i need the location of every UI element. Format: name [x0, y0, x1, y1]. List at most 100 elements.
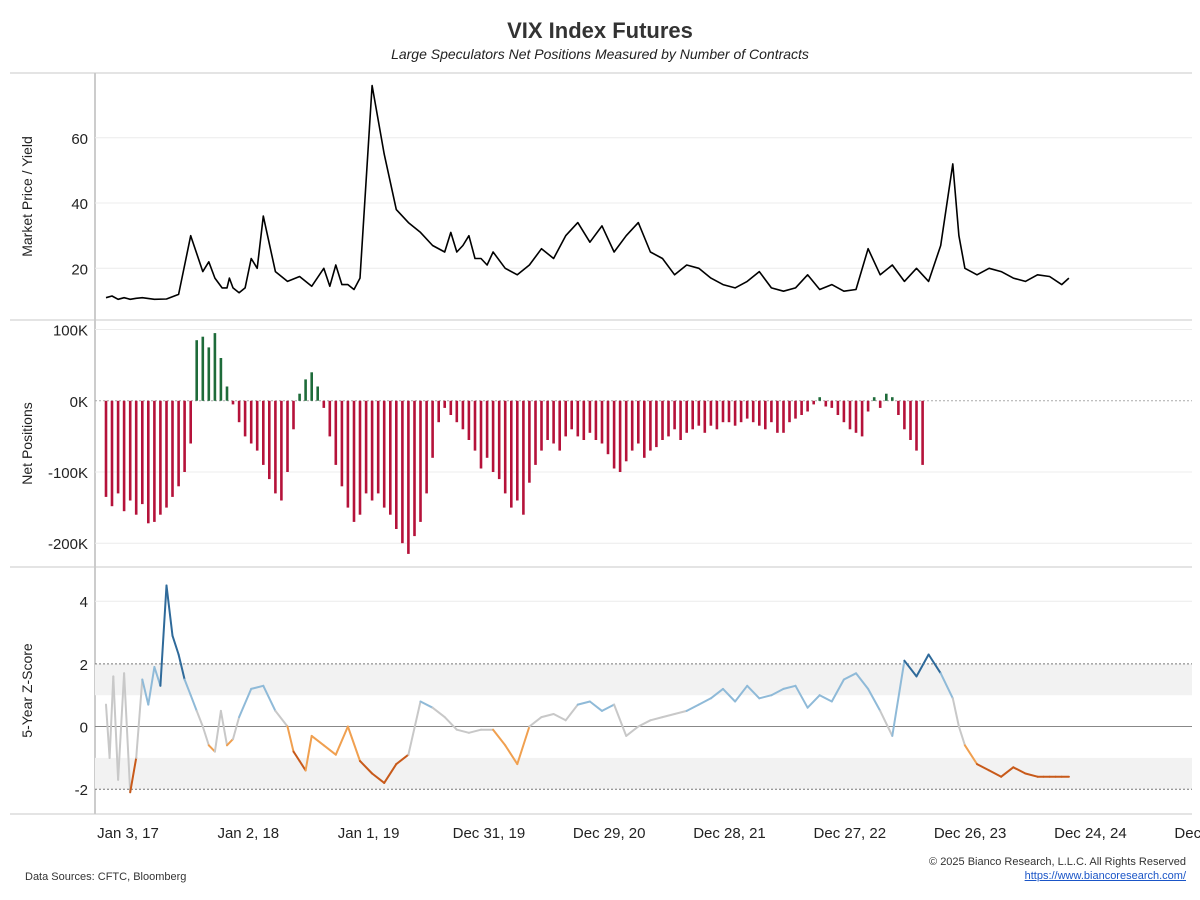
zscore-segment	[697, 697, 712, 706]
net-position-bar	[358, 400, 362, 515]
zscore-segment	[818, 694, 833, 703]
price-series-line	[105, 84, 1070, 301]
zscore-band-1	[95, 757, 1192, 790]
zscore-segment	[177, 653, 186, 681]
zscore-segment	[171, 634, 180, 656]
zscore-segment	[830, 678, 845, 703]
zscore-segment	[359, 760, 374, 775]
net-position-bar	[395, 400, 398, 529]
net-position-bar	[322, 400, 326, 408]
zscore-segment	[685, 703, 700, 712]
net-position-bar	[558, 400, 561, 451]
zscore-segment	[334, 725, 349, 756]
zscore-segment	[250, 684, 265, 690]
net-position-bar	[860, 400, 864, 437]
net-position-bar	[346, 400, 350, 508]
zscore-segment	[201, 725, 210, 747]
net-position-bar	[727, 400, 731, 423]
net-position-bar	[782, 400, 785, 433]
zscore-segment	[346, 725, 361, 762]
zscore-segment	[770, 687, 785, 697]
zscore-segment	[455, 728, 470, 734]
net-position-bar	[147, 400, 150, 524]
net-position-bar	[370, 400, 374, 501]
net-position-bar	[812, 400, 815, 405]
zscore-segment	[407, 700, 422, 756]
net-position-bar	[878, 400, 882, 408]
net-position-bar	[764, 400, 767, 430]
zscore-segment	[135, 678, 144, 759]
net-position-bar	[667, 400, 670, 437]
net-position-bar	[582, 400, 586, 440]
net-position-bar	[473, 400, 477, 451]
net-position-bar	[449, 400, 453, 415]
panel-2-ylabel: 5-Year Z-Score	[19, 643, 35, 738]
zscore-segment	[976, 763, 991, 772]
net-position-bar	[830, 400, 834, 408]
zscore-segment	[147, 666, 156, 706]
net-position-bar	[848, 400, 852, 430]
net-position-bar	[510, 400, 513, 508]
net-position-bar	[564, 400, 567, 437]
net-position-bar	[552, 400, 555, 444]
zscore-segment	[601, 703, 616, 712]
chart-title: VIX Index Futures	[507, 18, 693, 43]
net-position-bar	[189, 400, 192, 444]
net-position-bar	[201, 336, 205, 401]
net-position-bar	[352, 400, 356, 522]
net-position-bar	[673, 400, 676, 430]
net-position-bar	[183, 400, 186, 472]
net-position-bar	[134, 400, 138, 515]
net-position-bar	[177, 400, 180, 487]
website-link[interactable]: https://www.biancoresearch.com/	[1024, 870, 1186, 882]
zscore-segment	[564, 703, 579, 722]
x-tick-label: Dec 24, 24	[1054, 825, 1127, 842]
net-position-bar	[739, 400, 743, 423]
net-position-bar	[316, 386, 319, 401]
zscore-segment	[238, 687, 253, 719]
net-position-bar	[249, 400, 253, 444]
zscore-segment	[540, 713, 555, 719]
zscore-segment	[371, 772, 386, 784]
panel-1-ytick-label: -200K	[48, 536, 88, 553]
zscore-segment	[286, 725, 295, 753]
net-position-bar	[818, 397, 821, 401]
x-tick-label: Dec 26, 23	[934, 825, 1007, 842]
zscore-segment	[467, 728, 482, 734]
zscore-segment	[891, 659, 906, 737]
net-position-bar	[419, 400, 422, 522]
x-tick-label: Dec 27, 22	[814, 825, 887, 842]
net-position-bar	[425, 400, 428, 494]
zscore-segment	[903, 659, 918, 678]
zscore-segment	[613, 703, 628, 737]
x-tick-label: Dec 28, 21	[693, 825, 766, 842]
zscore-segment	[183, 678, 192, 697]
net-position-bar	[794, 400, 797, 419]
zscore-segment	[661, 713, 676, 719]
net-position-bar	[413, 400, 416, 537]
zscore-segment	[927, 653, 942, 675]
panel-1-ytick-label: -100K	[48, 465, 88, 482]
net-position-bar	[770, 400, 773, 423]
zscore-segment	[322, 744, 337, 756]
zscore-segment	[108, 675, 115, 759]
net-position-bar	[141, 400, 144, 505]
zscore-segment	[274, 709, 289, 728]
zscore-segment	[129, 756, 138, 794]
data-sources: Data Sources: CFTC, Bloomberg	[25, 871, 187, 883]
net-position-bar	[334, 400, 338, 465]
net-position-bar	[376, 400, 380, 494]
net-position-bar	[758, 400, 761, 426]
zscore-segment	[207, 744, 216, 753]
net-position-bar	[292, 400, 295, 430]
net-position-bar	[612, 400, 616, 469]
net-position-bar	[624, 400, 628, 462]
net-position-bar	[528, 400, 531, 483]
net-position-bar	[280, 400, 283, 501]
net-position-bar	[921, 400, 924, 465]
net-position-bar	[606, 400, 610, 455]
net-position-bar	[745, 400, 749, 419]
net-position-bar	[255, 400, 259, 451]
zscore-segment	[649, 716, 664, 722]
net-position-bar	[516, 400, 519, 501]
